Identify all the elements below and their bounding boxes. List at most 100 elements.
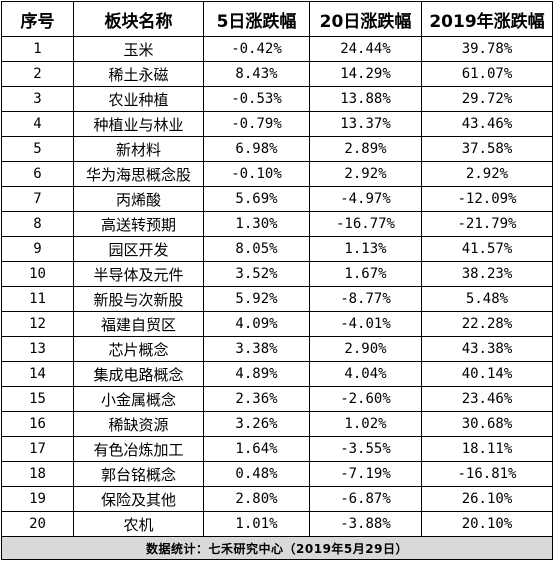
table-row: 2 稀土永磁 8.43% 14.29% 61.07% — [1, 61, 553, 87]
cell-20day-change: -16.77% — [309, 211, 422, 237]
cell-2019-change: 38.23% — [421, 261, 553, 287]
cell-index: 16 — [1, 411, 74, 437]
cell-20day-change: 2.92% — [309, 161, 422, 187]
table-row: 14 集成电路概念 4.89% 4.04% 40.14% — [1, 361, 553, 387]
cell-2019-change: 5.48% — [421, 286, 553, 312]
cell-20day-change: -7.19% — [309, 461, 422, 487]
cell-5day-change: 4.09% — [203, 311, 310, 337]
table-row: 3 农业种植 -0.53% 13.88% 29.72% — [1, 86, 553, 112]
cell-index: 6 — [1, 161, 74, 187]
cell-index: 20 — [1, 511, 74, 537]
cell-index: 4 — [1, 111, 74, 137]
cell-5day-change: 8.05% — [203, 236, 310, 262]
cell-index: 12 — [1, 311, 74, 337]
cell-index: 10 — [1, 261, 74, 287]
cell-2019-change: 41.57% — [421, 236, 553, 262]
cell-20day-change: 13.88% — [309, 86, 422, 112]
cell-index: 19 — [1, 486, 74, 512]
cell-2019-change: 26.10% — [421, 486, 553, 512]
cell-index: 17 — [1, 436, 74, 462]
cell-index: 2 — [1, 61, 74, 87]
cell-sector-name: 芯片概念 — [73, 336, 204, 362]
table-row: 13 芯片概念 3.38% 2.90% 43.38% — [1, 336, 553, 362]
cell-5day-change: 2.80% — [203, 486, 310, 512]
cell-sector-name: 农机 — [73, 511, 204, 537]
cell-20day-change: 24.44% — [309, 36, 422, 62]
table-row: 4 种植业与林业 -0.79% 13.37% 43.46% — [1, 111, 553, 137]
cell-sector-name: 园区开发 — [73, 236, 204, 262]
table-row: 18 郭台铭概念 0.48% -7.19% -16.81% — [1, 461, 553, 487]
cell-index: 9 — [1, 236, 74, 262]
table-row: 1 玉米 -0.42% 24.44% 39.78% — [1, 36, 553, 62]
table-row: 10 半导体及元件 3.52% 1.67% 38.23% — [1, 261, 553, 287]
cell-index: 11 — [1, 286, 74, 312]
cell-5day-change: 5.92% — [203, 286, 310, 312]
cell-2019-change: 43.38% — [421, 336, 553, 362]
table-row: 11 新股与次新股 5.92% -8.77% 5.48% — [1, 286, 553, 312]
table-body: 1 玉米 -0.42% 24.44% 39.78% 2 稀土永磁 8.43% 14.29% 61.… — [1, 36, 553, 537]
table-row: 19 保险及其他 2.80% -6.87% 26.10% — [1, 486, 553, 512]
cell-5day-change: 3.26% — [203, 411, 310, 437]
cell-index: 5 — [1, 136, 74, 162]
table-row: 6 华为海思概念股 -0.10% 2.92% 2.92% — [1, 161, 553, 187]
cell-sector-name: 高送转预期 — [73, 211, 204, 237]
cell-5day-change: -0.10% — [203, 161, 310, 187]
header-5day-change: 5日涨跌幅 — [203, 1, 310, 37]
cell-20day-change: 2.90% — [309, 336, 422, 362]
cell-5day-change: 1.64% — [203, 436, 310, 462]
header-index: 序号 — [1, 1, 74, 37]
cell-index: 3 — [1, 86, 74, 112]
cell-20day-change: 1.13% — [309, 236, 422, 262]
cell-5day-change: -0.42% — [203, 36, 310, 62]
header-20day-change: 20日涨跌幅 — [309, 1, 422, 37]
cell-index: 1 — [1, 36, 74, 62]
cell-sector-name: 玉米 — [73, 36, 204, 62]
cell-index: 7 — [1, 186, 74, 212]
cell-5day-change: 5.69% — [203, 186, 310, 212]
cell-2019-change: 20.10% — [421, 511, 553, 537]
footer-row: 数据统计：七禾研究中心（2019年5月29日） — [1, 536, 553, 560]
table-row: 15 小金属概念 2.36% -2.60% 23.46% — [1, 386, 553, 412]
cell-sector-name: 华为海思概念股 — [73, 161, 204, 187]
table-row: 12 福建自贸区 4.09% -4.01% 22.28% — [1, 311, 553, 337]
cell-2019-change: 39.78% — [421, 36, 553, 62]
cell-5day-change: 3.52% — [203, 261, 310, 287]
header-sector-name: 板块名称 — [73, 1, 204, 37]
cell-sector-name: 稀缺资源 — [73, 411, 204, 437]
cell-20day-change: 1.02% — [309, 411, 422, 437]
cell-sector-name: 福建自贸区 — [73, 311, 204, 337]
table-row: 9 园区开发 8.05% 1.13% 41.57% — [1, 236, 553, 262]
cell-5day-change: 2.36% — [203, 386, 310, 412]
cell-sector-name: 郭台铭概念 — [73, 461, 204, 487]
cell-20day-change: 1.67% — [309, 261, 422, 287]
cell-index: 8 — [1, 211, 74, 237]
cell-2019-change: 40.14% — [421, 361, 553, 387]
cell-20day-change: -8.77% — [309, 286, 422, 312]
cell-2019-change: 29.72% — [421, 86, 553, 112]
cell-20day-change: -2.60% — [309, 386, 422, 412]
cell-20day-change: -3.55% — [309, 436, 422, 462]
cell-2019-change: 30.68% — [421, 411, 553, 437]
table-row: 7 丙烯酸 5.69% -4.97% -12.09% — [1, 186, 553, 212]
cell-sector-name: 半导体及元件 — [73, 261, 204, 287]
cell-2019-change: 18.11% — [421, 436, 553, 462]
cell-index: 13 — [1, 336, 74, 362]
cell-sector-name: 种植业与林业 — [73, 111, 204, 137]
cell-sector-name: 保险及其他 — [73, 486, 204, 512]
cell-sector-name: 小金属概念 — [73, 386, 204, 412]
cell-sector-name: 新股与次新股 — [73, 286, 204, 312]
source-note: 数据统计：七禾研究中心（2019年5月29日） — [1, 536, 553, 560]
cell-5day-change: 8.43% — [203, 61, 310, 87]
cell-20day-change: 2.89% — [309, 136, 422, 162]
table-row: 20 农机 1.01% -3.88% 20.10% — [1, 511, 553, 537]
cell-20day-change: 14.29% — [309, 61, 422, 87]
header-row: 序号 板块名称 5日涨跌幅 20日涨跌幅 2019年涨跌幅 — [1, 1, 553, 37]
cell-5day-change: 4.89% — [203, 361, 310, 387]
cell-5day-change: 0.48% — [203, 461, 310, 487]
cell-2019-change: 2.92% — [421, 161, 553, 187]
table-row: 16 稀缺资源 3.26% 1.02% 30.68% — [1, 411, 553, 437]
cell-2019-change: -12.09% — [421, 186, 553, 212]
cell-sector-name: 新材料 — [73, 136, 204, 162]
